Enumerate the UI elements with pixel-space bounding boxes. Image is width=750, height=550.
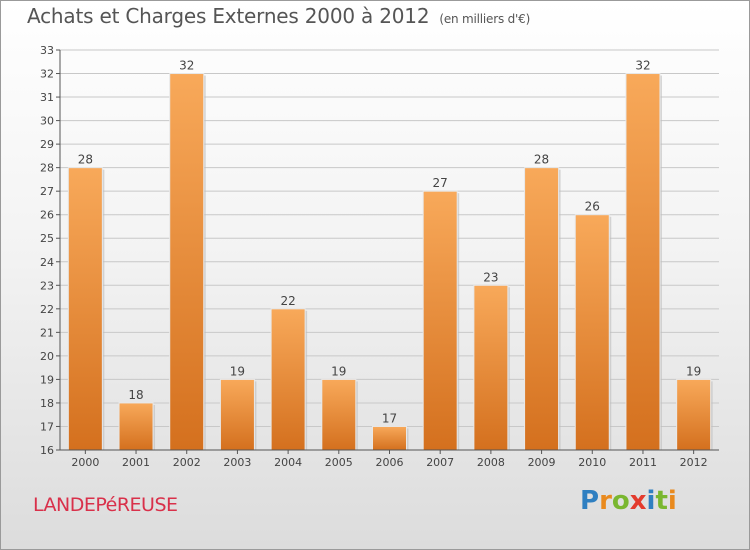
title-text: Achats et Charges Externes 2000 à 2012 <box>27 4 430 28</box>
data-label: 23 <box>483 270 498 284</box>
y-tick-label: 29 <box>40 138 54 151</box>
data-label: 19 <box>686 364 701 378</box>
bars <box>67 73 713 451</box>
y-tick-label: 16 <box>40 444 54 457</box>
data-label: 28 <box>78 153 93 167</box>
x-tick-label: 2004 <box>274 456 302 469</box>
x-tick-label: 2002 <box>173 456 201 469</box>
logo-letter: i <box>667 486 677 516</box>
x-tick-label: 2008 <box>477 456 505 469</box>
y-tick-label: 18 <box>40 397 54 410</box>
grid-lines <box>60 49 719 451</box>
y-tick-label: 33 <box>40 44 54 57</box>
y-tick-label: 23 <box>40 279 54 292</box>
bar-2010 <box>574 214 610 451</box>
x-tick-label: 2011 <box>629 456 657 469</box>
data-label: 28 <box>534 153 549 167</box>
y-tick-label: 30 <box>40 115 54 128</box>
data-label: 17 <box>382 411 397 425</box>
data-label: 32 <box>179 59 194 73</box>
x-tick-label: 2003 <box>223 456 251 469</box>
y-tick-label: 28 <box>40 162 54 175</box>
logo-letter: P <box>580 486 600 516</box>
x-tick-label: 2005 <box>325 456 353 469</box>
y-tick-label: 20 <box>40 350 54 363</box>
data-label: 32 <box>635 59 650 73</box>
town-name: LANDEPéREUSE <box>33 494 178 516</box>
x-tick-label: 2012 <box>680 456 708 469</box>
bar-2003 <box>219 378 255 451</box>
bar-2009 <box>524 167 560 451</box>
bar-2001 <box>118 402 154 451</box>
x-tick-label: 2007 <box>426 456 454 469</box>
bar-2012 <box>676 378 712 451</box>
logo-letter: o <box>611 486 630 516</box>
x-tick-label: 2006 <box>376 456 404 469</box>
data-label: 18 <box>128 388 143 402</box>
x-tick-label: 2001 <box>122 456 150 469</box>
bar-2004 <box>270 308 306 451</box>
logo-letter: t <box>655 486 668 516</box>
data-label: 19 <box>230 364 245 378</box>
data-label: 27 <box>433 176 448 190</box>
x-tick-label: 2000 <box>71 456 99 469</box>
y-tick-label: 24 <box>40 256 54 269</box>
y-tick-label: 25 <box>40 232 54 245</box>
bar-2002 <box>169 73 205 451</box>
data-label: 26 <box>585 200 600 214</box>
logo-letter: i <box>646 486 656 516</box>
axes <box>56 49 719 454</box>
y-tick-label: 17 <box>40 420 54 433</box>
y-tick-label: 27 <box>40 185 54 198</box>
bar-2000 <box>67 167 103 451</box>
data-label: 22 <box>280 294 295 308</box>
y-tick-label: 32 <box>40 68 54 81</box>
chart-title: Achats et Charges Externes 2000 à 2012 (e… <box>27 4 530 28</box>
y-tick-label: 31 <box>40 91 54 104</box>
y-tick-label: 19 <box>40 373 54 386</box>
bar-2006 <box>372 425 407 451</box>
x-tick-label: 2009 <box>528 456 556 469</box>
logo-letter: r <box>599 486 612 516</box>
y-tick-label: 22 <box>40 303 54 316</box>
labels: 16 17 18 19 20 21 22 23 24 25 26 27 28 29 30 31 32 33 28 20… <box>40 44 708 469</box>
bar-2005 <box>321 378 357 451</box>
bar-2008 <box>473 284 509 451</box>
data-label: 19 <box>331 364 346 378</box>
y-tick-label: 26 <box>40 209 54 222</box>
x-tick-label: 2010 <box>578 456 606 469</box>
y-tick-label: 21 <box>40 326 54 339</box>
bar-2011 <box>625 73 661 451</box>
bar-2007 <box>422 190 458 451</box>
title-unit: (en milliers d'€) <box>439 12 531 26</box>
logo-letter: x <box>629 486 647 516</box>
proxiti-logo[interactable]: Proxiti <box>580 486 677 516</box>
